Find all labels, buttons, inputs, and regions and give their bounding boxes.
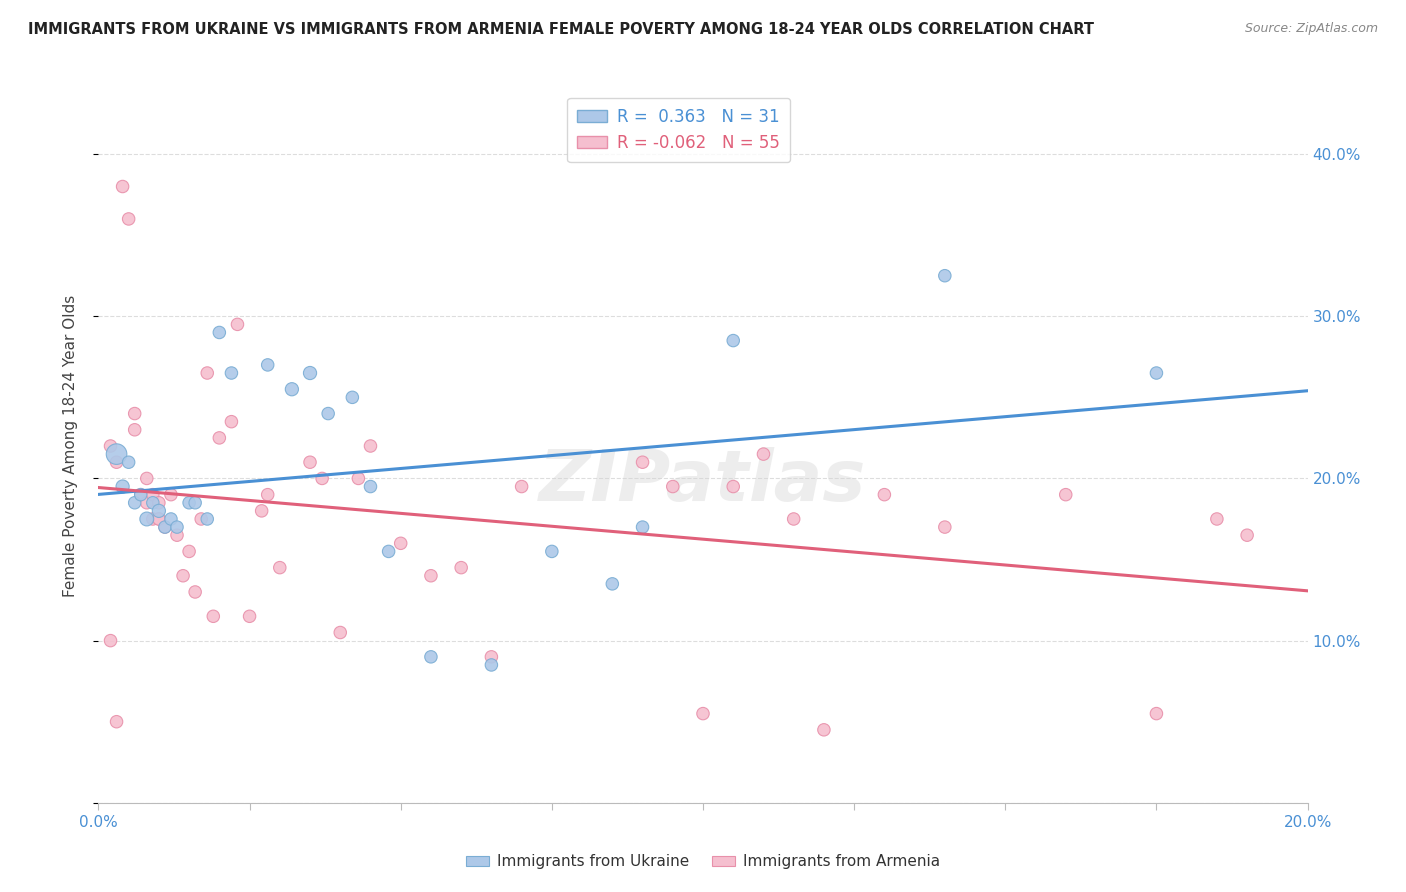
Point: [269, 560, 291, 574]
Point: [420, 649, 443, 664]
Point: [153, 520, 176, 534]
Point: [723, 334, 745, 348]
Point: [934, 520, 956, 534]
Point: [105, 455, 128, 469]
Point: [135, 471, 157, 485]
Point: [481, 657, 503, 672]
Point: [1054, 488, 1077, 502]
Point: [195, 512, 218, 526]
Point: [347, 471, 370, 485]
Point: [311, 471, 333, 485]
Point: [360, 479, 382, 493]
Point: [1144, 366, 1167, 380]
Point: [142, 496, 165, 510]
Point: [166, 520, 188, 534]
Point: [129, 488, 152, 502]
Point: [100, 633, 122, 648]
Point: [783, 512, 806, 526]
Point: [510, 479, 533, 493]
Point: [723, 479, 745, 493]
Point: [221, 366, 243, 380]
Point: [142, 488, 165, 502]
Point: [135, 496, 157, 510]
Point: [184, 585, 207, 599]
Legend: Immigrants from Ukraine, Immigrants from Armenia: Immigrants from Ukraine, Immigrants from…: [460, 848, 946, 875]
Point: [316, 407, 339, 421]
Point: [281, 382, 304, 396]
Point: [148, 512, 170, 526]
Point: [299, 455, 322, 469]
Point: [239, 609, 262, 624]
Point: [124, 423, 146, 437]
Point: [179, 544, 201, 558]
Point: [160, 512, 183, 526]
Point: [631, 520, 654, 534]
Point: [602, 577, 624, 591]
Point: [111, 179, 134, 194]
Point: [813, 723, 835, 737]
Point: [208, 431, 231, 445]
Point: [166, 528, 188, 542]
Point: [124, 407, 146, 421]
Point: [148, 496, 170, 510]
Point: [934, 268, 956, 283]
Point: [389, 536, 412, 550]
Point: [299, 366, 322, 380]
Point: [342, 390, 364, 404]
Point: [481, 649, 503, 664]
Point: [190, 512, 212, 526]
Text: ZIPatlas: ZIPatlas: [540, 447, 866, 516]
Point: [661, 479, 683, 493]
Point: [172, 568, 194, 582]
Point: [105, 447, 128, 461]
Point: [329, 625, 352, 640]
Point: [135, 512, 157, 526]
Point: [111, 479, 134, 493]
Legend: R =  0.363   N = 31, R = -0.062   N = 55: R = 0.363 N = 31, R = -0.062 N = 55: [568, 97, 790, 161]
Point: [1144, 706, 1167, 721]
Point: [1236, 528, 1258, 542]
Point: [420, 568, 443, 582]
Point: [752, 447, 775, 461]
Point: [160, 488, 183, 502]
Point: [118, 211, 141, 226]
Point: [142, 512, 165, 526]
Point: [873, 488, 896, 502]
Point: [226, 318, 249, 332]
Y-axis label: Female Poverty Among 18-24 Year Olds: Female Poverty Among 18-24 Year Olds: [63, 295, 77, 597]
Point: [124, 496, 146, 510]
Point: [148, 512, 170, 526]
Point: [631, 455, 654, 469]
Point: [250, 504, 273, 518]
Point: [129, 488, 152, 502]
Point: [195, 366, 218, 380]
Point: [256, 358, 278, 372]
Point: [184, 496, 207, 510]
Point: [360, 439, 382, 453]
Point: [105, 714, 128, 729]
Point: [179, 496, 201, 510]
Point: [100, 439, 122, 453]
Point: [377, 544, 399, 558]
Text: Source: ZipAtlas.com: Source: ZipAtlas.com: [1244, 22, 1378, 36]
Point: [221, 415, 243, 429]
Point: [540, 544, 562, 558]
Point: [153, 520, 176, 534]
Point: [1206, 512, 1229, 526]
Point: [208, 326, 231, 340]
Point: [256, 488, 278, 502]
Point: [118, 455, 141, 469]
Point: [202, 609, 225, 624]
Point: [692, 706, 714, 721]
Text: IMMIGRANTS FROM UKRAINE VS IMMIGRANTS FROM ARMENIA FEMALE POVERTY AMONG 18-24 YE: IMMIGRANTS FROM UKRAINE VS IMMIGRANTS FR…: [28, 22, 1094, 37]
Point: [450, 560, 472, 574]
Point: [148, 504, 170, 518]
